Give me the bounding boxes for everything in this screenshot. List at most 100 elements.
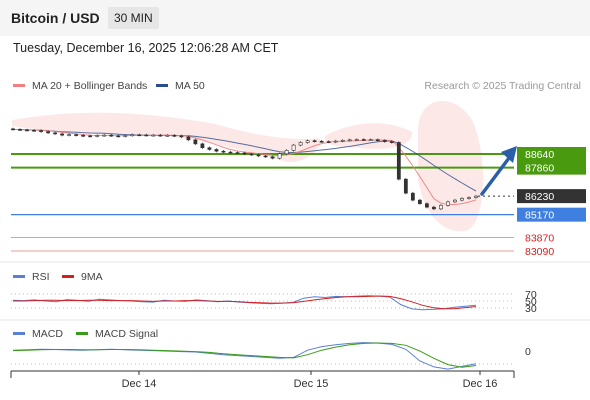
rsi-ma-line bbox=[13, 295, 477, 310]
candle bbox=[235, 152, 240, 154]
rsi-level-label: 50 bbox=[525, 296, 537, 308]
legend-rsi: RSI bbox=[13, 271, 50, 283]
candle bbox=[361, 139, 366, 141]
bollinger-band-area bbox=[12, 112, 321, 162]
candle bbox=[389, 141, 394, 143]
candle bbox=[333, 140, 338, 143]
candle bbox=[137, 134, 142, 137]
header-bar: Bitcoin / USD 30 MIN bbox=[0, 0, 590, 36]
price-label: 85170 bbox=[525, 210, 554, 222]
legend-rsi-ma: 9MA bbox=[62, 271, 103, 283]
candle bbox=[158, 134, 163, 137]
candle bbox=[432, 206, 436, 210]
candle bbox=[460, 198, 464, 201]
legend-swatch bbox=[13, 274, 25, 278]
candle bbox=[11, 128, 15, 131]
legend-macd-signal: MACD Signal bbox=[76, 328, 158, 340]
candle bbox=[144, 134, 149, 137]
candle bbox=[326, 141, 331, 143]
candle bbox=[228, 151, 233, 154]
legend-label: MA 20 + Bollinger Bands bbox=[32, 80, 148, 92]
candle bbox=[453, 199, 457, 203]
legend-swatch bbox=[76, 331, 88, 335]
candle bbox=[81, 134, 86, 137]
candle bbox=[88, 135, 93, 138]
symbol-title: Bitcoin / USD bbox=[11, 10, 100, 26]
candle bbox=[291, 144, 296, 151]
price-label-box bbox=[517, 207, 586, 222]
candle bbox=[417, 199, 422, 204]
candle bbox=[396, 142, 401, 180]
candle bbox=[256, 154, 261, 157]
candle bbox=[424, 203, 429, 208]
candle bbox=[298, 142, 303, 146]
projection-arrow bbox=[480, 156, 511, 196]
candle bbox=[277, 153, 282, 159]
candle bbox=[319, 140, 324, 143]
bollinger-band-area bbox=[418, 100, 484, 232]
candle bbox=[179, 135, 184, 138]
price-label: 83090 bbox=[525, 246, 554, 258]
price-label-box bbox=[517, 160, 586, 175]
candle bbox=[375, 139, 380, 141]
macd-line bbox=[12, 342, 477, 370]
x-tick-label: Dec 14 bbox=[122, 378, 157, 390]
candle bbox=[214, 149, 219, 152]
candle bbox=[242, 152, 247, 155]
candle bbox=[340, 140, 345, 142]
price-label-box bbox=[517, 147, 586, 161]
candle bbox=[95, 135, 100, 137]
candle bbox=[32, 129, 36, 132]
candle bbox=[18, 129, 22, 131]
candle bbox=[39, 130, 43, 132]
candle bbox=[102, 134, 107, 137]
legend-label: 9MA bbox=[81, 271, 103, 283]
price-label: 83870 bbox=[525, 232, 554, 244]
candle bbox=[46, 131, 50, 134]
candle bbox=[368, 139, 373, 141]
x-tick-label: Dec 16 bbox=[463, 378, 498, 390]
projection-arrow-head bbox=[501, 146, 517, 163]
candle bbox=[172, 134, 177, 137]
legend-macd: MACD bbox=[13, 328, 63, 340]
price-label: 87860 bbox=[525, 163, 554, 175]
candle bbox=[467, 197, 471, 199]
candle bbox=[207, 147, 212, 150]
candle bbox=[67, 134, 72, 136]
legend-swatch bbox=[156, 83, 168, 87]
rsi-level-label: 30 bbox=[525, 303, 537, 315]
candle bbox=[60, 133, 65, 136]
legend-swatch bbox=[62, 274, 74, 278]
timeframe-button[interactable]: 30 MIN bbox=[108, 7, 159, 29]
candle bbox=[200, 143, 205, 149]
candle bbox=[474, 195, 478, 198]
legend-label: MA 50 bbox=[175, 80, 205, 92]
candle bbox=[284, 150, 289, 155]
candle bbox=[403, 178, 408, 194]
candle bbox=[193, 139, 198, 145]
candle bbox=[151, 134, 156, 137]
candle bbox=[305, 140, 310, 143]
candle bbox=[263, 155, 268, 158]
legend-swatch bbox=[13, 83, 25, 87]
x-tick-label: Dec 15 bbox=[294, 378, 329, 390]
candle bbox=[130, 134, 135, 137]
rsi-line bbox=[12, 295, 477, 311]
candle bbox=[25, 129, 29, 132]
candle bbox=[74, 134, 79, 136]
candle bbox=[249, 153, 254, 156]
candle bbox=[347, 139, 352, 142]
legend-ma50: MA 50 bbox=[156, 80, 205, 92]
candle bbox=[410, 192, 415, 201]
legend-label: MACD Signal bbox=[95, 328, 159, 340]
price-label: 86230 bbox=[525, 191, 554, 203]
candle bbox=[312, 140, 317, 143]
legend-swatch bbox=[13, 331, 25, 335]
candle bbox=[123, 135, 128, 137]
legend-label: RSI bbox=[32, 271, 50, 283]
rsi-level-label: 70 bbox=[525, 289, 537, 301]
candle bbox=[382, 140, 387, 142]
candle bbox=[354, 139, 359, 141]
